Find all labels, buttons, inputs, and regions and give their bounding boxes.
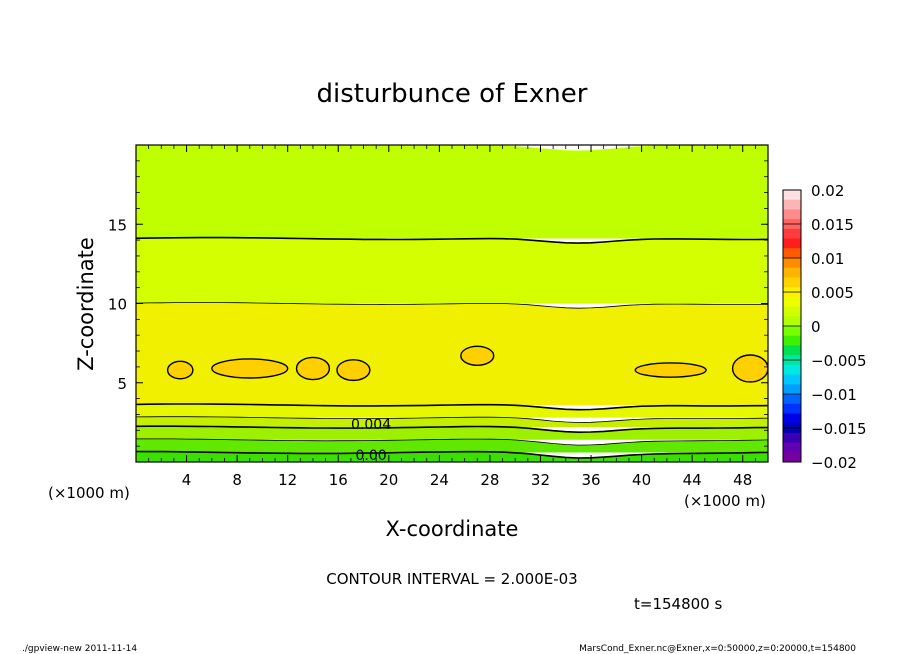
x-tick-label-11: 48 [733,471,752,489]
x-tick-label-6: 28 [480,471,499,489]
x-unit-label: (×1000 m) [48,484,130,502]
colorbar-swatch-18 [783,364,801,376]
band-1 [136,237,768,304]
x-tick-label-8: 36 [581,471,600,489]
colorbar-label-7: −0.015 [811,420,867,438]
contour-interval-text: CONTOUR INTERVAL = 2.000E-03 [326,570,577,588]
contour-line-3 [136,416,768,423]
band-4 [136,416,768,428]
contour-label-0: 0.004 [351,417,391,433]
contour-cell-1 [211,358,289,379]
chart-title: disturbunce of Exner [317,79,588,109]
time-label: t=154800 s [634,595,722,613]
colorbar-swatch-22 [783,403,801,414]
colorbar-swatch-16 [783,345,801,356]
band-2 [136,302,768,405]
colorbar-swatch-1 [783,199,801,210]
contour-cell-5 [634,362,707,378]
x-axis-label: X-coordinate [386,517,519,541]
x-tick-label-3: 16 [329,471,348,489]
colorbar-swatch-8 [783,267,801,278]
colorbar-label-2: 0.01 [811,250,844,268]
colorbar-swatch-25 [783,432,801,444]
colorbar-swatch-2 [783,209,801,220]
colorbar-swatch-13 [783,316,801,327]
contour-line-5 [136,438,768,446]
contour-line-2 [136,403,768,411]
contour-line-0 [136,236,768,244]
x-tick-label-4: 20 [379,471,398,489]
band-0 [136,145,768,239]
colorbar-label-5: −0.005 [811,352,867,370]
colorbar-label-6: −0.01 [811,386,857,404]
colorbar: 0.02 0.015 0.01 0.005 0 −0.005 −0.01 −0.015 −0.0… [782,182,867,472]
contour-line-1 [136,302,768,309]
contour-cell-4 [460,345,495,367]
y-tick-label-0: 5 [117,375,127,393]
x-tick-label-10: 44 [683,471,702,489]
band-3 [136,404,768,418]
colorbar-swatch-23 [783,413,801,424]
y-tick-label-2: 15 [108,216,127,234]
contour-line-4 [136,425,768,434]
colorbar-swatch-15 [783,335,801,346]
colorbar-swatch-4 [783,228,801,240]
colorbar-swatch-11 [783,296,801,308]
band-6 [136,438,768,453]
contour-line-6 [136,450,768,459]
colorbar-swatch-26 [783,442,801,453]
colorbar-swatch-21 [783,394,801,405]
colorbar-swatch-14 [783,326,801,337]
x-tick-label-5: 24 [430,471,449,489]
colorbar-label-4: 0 [811,318,821,336]
colorbar-label-8: −0.02 [811,454,857,472]
colorbar-swatch-6 [783,248,801,259]
y-tick-label-1: 10 [108,296,127,314]
colorbar-swatch-19 [783,374,801,385]
footer-right: MarsCond_Exner.nc@Exner,x=0:50000,z=0:20… [579,644,856,654]
colorbar-label-1: 0.015 [811,216,854,234]
footer-left: ./gpview-new 2011-11-14 [22,644,137,654]
colorbar-swatch-0 [783,190,801,201]
x-tick-label-2: 12 [278,471,297,489]
colorbar-swatch-7 [783,258,801,269]
x-tick-label-1: 8 [232,471,242,489]
x-tick-label-7: 32 [531,471,550,489]
contour-cell-2 [295,356,331,381]
y-unit-label: (×1000 m) [684,492,766,510]
colorbar-label-3: 0.005 [811,284,854,302]
band-5 [136,426,768,440]
colorbar-swatch-20 [783,384,801,395]
x-tick-label-0: 4 [182,471,192,489]
colorbar-swatch-27 [783,452,801,463]
x-tick-label-9: 40 [632,471,651,489]
colorbar-label-0: 0.02 [811,182,844,200]
colorbar-swatch-12 [783,306,801,317]
contour-cell-6 [731,354,768,383]
contour-cell-0 [166,360,194,380]
colorbar-swatch-9 [783,277,801,288]
colorbar-swatch-5 [783,238,801,249]
y-axis-label: Z-coordinate [74,237,98,371]
contour-cell-3 [336,359,371,382]
